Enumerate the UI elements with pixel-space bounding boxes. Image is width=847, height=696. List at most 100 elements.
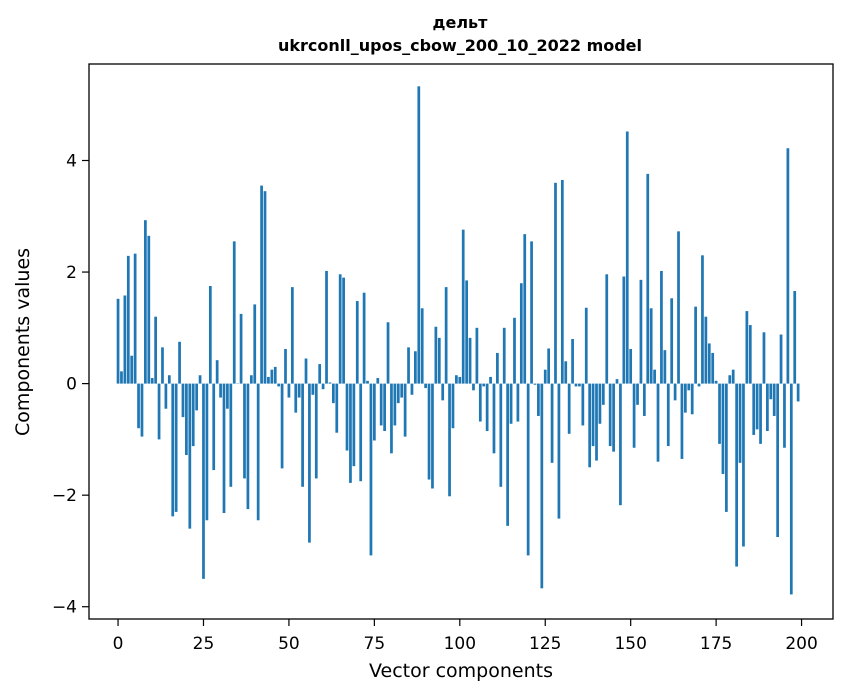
bar-31 — [222, 383, 226, 514]
bar-13 — [161, 347, 164, 384]
bar-125 — [543, 369, 547, 384]
bar-76 — [376, 378, 380, 384]
bar-198 — [793, 291, 797, 384]
bar-67 — [345, 383, 349, 451]
bar-147 — [619, 383, 622, 506]
bar-16 — [171, 383, 175, 517]
bar-153 — [639, 279, 643, 384]
bar-30 — [219, 383, 222, 398]
bar-141 — [598, 383, 602, 424]
bar-104 — [472, 383, 475, 391]
bar-82 — [396, 383, 400, 404]
bar-1 — [120, 371, 123, 384]
bar-112 — [499, 383, 503, 487]
bar-43 — [263, 191, 267, 384]
bar-86 — [410, 383, 414, 395]
bar-20 — [185, 383, 188, 456]
x-tick-label: 0 — [113, 634, 124, 654]
bar-44 — [267, 376, 270, 384]
bar-80 — [390, 383, 393, 454]
bar-191 — [769, 383, 773, 400]
y-tick-label: 0 — [66, 375, 77, 395]
bar-25 — [202, 383, 205, 579]
bar-42 — [260, 185, 263, 384]
bar-85 — [407, 347, 410, 384]
bar-145 — [612, 383, 615, 452]
chart-title-line1: дельт — [433, 13, 489, 32]
bar-165 — [680, 383, 684, 459]
bar-32 — [226, 383, 229, 409]
x-tick-label: 100 — [444, 634, 476, 654]
bar-154 — [642, 383, 646, 416]
bar-97 — [448, 383, 451, 497]
bar-134 — [574, 383, 578, 387]
bar-68 — [349, 383, 352, 483]
bar-19 — [181, 383, 185, 418]
bar-8 — [144, 220, 147, 384]
bar-143 — [605, 274, 609, 384]
bar-33 — [229, 383, 233, 487]
bar-113 — [502, 327, 506, 384]
bar-26 — [205, 383, 209, 521]
bar-151 — [632, 383, 636, 448]
bar-61 — [325, 270, 328, 384]
bar-158 — [656, 383, 660, 462]
bar-56 — [308, 383, 311, 543]
bar-189 — [762, 332, 766, 384]
bar-132 — [567, 383, 571, 434]
bar-110 — [492, 383, 496, 454]
bar-111 — [496, 352, 499, 384]
bar-139 — [591, 383, 595, 447]
bar-114 — [506, 383, 510, 526]
bar-75 — [373, 383, 376, 441]
bar-45 — [270, 369, 274, 384]
bar-54 — [301, 383, 304, 487]
bar-121 — [530, 241, 533, 384]
bar-148 — [622, 276, 626, 384]
bar-135 — [578, 383, 581, 387]
bar-60 — [321, 383, 325, 390]
x-axis-ticks: 0 25 50 75 100 125 150 175 200 — [113, 619, 818, 654]
bar-150 — [629, 349, 633, 384]
bar-123 — [537, 383, 540, 416]
bar-59 — [318, 364, 322, 384]
bar-126 — [547, 348, 551, 384]
bar-187 — [755, 383, 759, 430]
bar-127 — [550, 383, 554, 463]
bar-12 — [157, 383, 161, 440]
bar-63 — [331, 383, 335, 404]
bar-64 — [335, 383, 339, 433]
bar-50 — [287, 383, 291, 398]
bar-95 — [441, 383, 445, 401]
bar-78 — [383, 383, 386, 432]
bar-39 — [249, 375, 253, 384]
bar-195 — [783, 383, 786, 448]
bar-10 — [150, 378, 154, 384]
bar-122 — [533, 383, 537, 385]
bar-183 — [742, 383, 745, 547]
bar-51 — [290, 287, 294, 384]
bar-175 — [714, 380, 718, 384]
bar-37 — [243, 383, 246, 479]
bar-6 — [137, 383, 140, 429]
bar-157 — [653, 369, 656, 384]
bar-133 — [571, 338, 574, 384]
bar-190 — [766, 383, 769, 432]
bar-197 — [789, 383, 793, 595]
bar-130 — [560, 180, 564, 384]
bar-155 — [646, 173, 650, 384]
bar-119 — [523, 234, 527, 384]
bar-18 — [178, 341, 181, 384]
x-tick-label: 50 — [278, 634, 300, 654]
bar-186 — [752, 383, 756, 435]
bar-57 — [311, 383, 315, 395]
bar-89 — [420, 308, 424, 384]
bar-92 — [431, 383, 434, 489]
bar-79 — [386, 322, 390, 384]
bar-66 — [342, 277, 345, 384]
bar-49 — [284, 349, 287, 384]
bar-170 — [697, 383, 701, 387]
bar-58 — [314, 383, 318, 479]
bar-177 — [721, 383, 725, 474]
